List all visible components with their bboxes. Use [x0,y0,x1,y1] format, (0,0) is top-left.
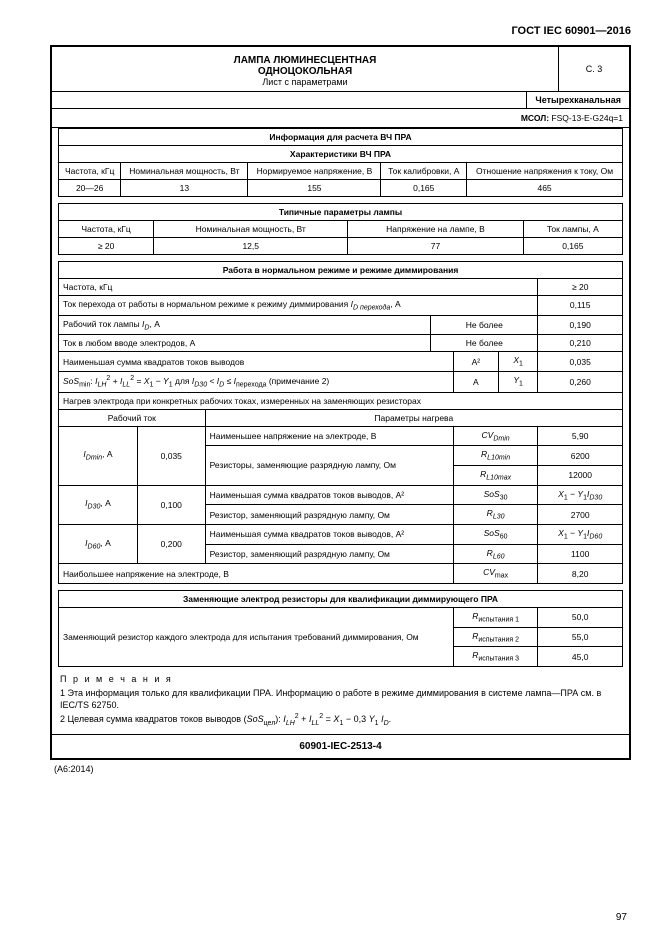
title-line1: ЛАМПА ЛЮМИНЕСЦЕНТНАЯ [52,55,558,66]
table-normal-dimming: Работа в нормальном режиме и режиме димм… [58,261,623,352]
table-test-resistors: Заменяющие электрод резисторы для квалиф… [58,590,623,667]
notes: П р и м е ч а н и я 1 Эта информация тол… [52,667,629,734]
table-hf-ballast: Информация для расчета ВЧ ПРА Характерис… [58,128,623,197]
row-freq: Частота, кГц [59,279,538,296]
subtitle: Лист с параметрами [52,77,558,87]
table-typical-params: Типичные параметры лампы Частота, кГц Но… [58,203,623,255]
sheet-code: 60901-IEC-2513-4 [52,734,629,758]
row-transition: Ток перехода от работы в нормальном режи… [59,296,538,316]
page-number: 97 [616,912,627,923]
msol: МСОЛ: FSQ-13-E-G24q=1 [52,109,629,128]
doc-code: ГОСТ IEC 60901—2016 [50,25,631,37]
datasheet-frame: ЛАМПА ЛЮМИНЕСЦЕНТНАЯ ОДНОЦОКОЛЬНАЯ Лист … [50,45,631,760]
row-id: Рабочий ток лампы ID, А [59,315,431,335]
amendment-ref: (A6:2014) [54,764,631,774]
standard-page: ГОСТ IEC 60901—2016 ЛАМПА ЛЮМИНЕСЦЕНТНАЯ… [0,0,661,935]
channel-row: Четырехканальная [52,91,629,109]
page-ref: C. 3 [558,47,629,91]
channel-label: Четырехканальная [526,92,629,108]
title-line2: ОДНОЦОКОЛЬНАЯ [52,66,558,77]
header: ЛАМПА ЛЮМИНЕСЦЕНТНАЯ ОДНОЦОКОЛЬНАЯ Лист … [52,47,629,91]
table-qualification-2: Наименьшая сумма квадратов токов выводов… [58,352,623,584]
